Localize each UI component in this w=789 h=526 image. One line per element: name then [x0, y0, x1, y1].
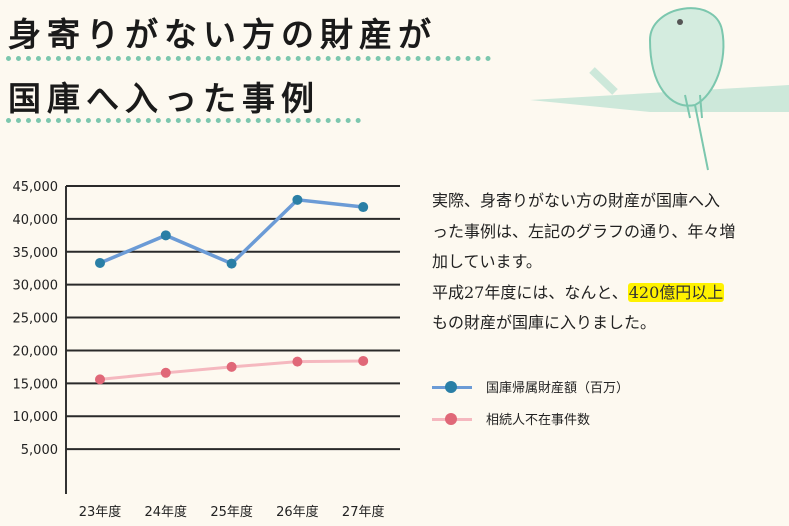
legend-item-cases: 相続人不在事件数 — [432, 409, 590, 428]
legend-label: 相続人不在事件数 — [486, 413, 591, 428]
y-tick-label: 15,000 — [13, 377, 59, 392]
data-point — [358, 355, 369, 366]
data-point — [358, 202, 369, 213]
x-tick-label: 23年度 — [79, 504, 122, 520]
data-point — [160, 230, 171, 241]
data-point — [292, 356, 303, 367]
data-point — [226, 258, 237, 269]
desc-line: 加しています。 — [432, 252, 542, 271]
y-tick-label: 35,000 — [13, 246, 59, 261]
series-line-1 — [99, 197, 364, 266]
y-tick-label: 20,000 — [13, 344, 59, 359]
title-line-2: 国庫へ入った事例 — [8, 79, 320, 118]
y-tick-label: 10,000 — [13, 410, 59, 425]
x-tick-label: 24年度 — [145, 504, 188, 520]
y-tick-label: 40,000 — [13, 213, 59, 228]
title-dotted-underline — [6, 56, 491, 61]
data-point — [160, 367, 171, 378]
desc-line: 実際、身寄りがない方の財産が国庫へ入 — [432, 191, 721, 210]
bird-illustration — [530, 7, 789, 171]
x-tick-label: 25年度 — [210, 504, 253, 520]
data-point — [95, 374, 105, 385]
y-tick-label: 30,000 — [13, 279, 59, 294]
line-chart: 5,000 10,000 15,000 20,000 25,000 30,000 35,00… — [13, 180, 400, 520]
legend-swatch-pink — [432, 412, 472, 426]
data-point — [292, 194, 303, 205]
legend-item-property: 国庫帰属財産額（百万） — [432, 377, 629, 396]
data-point — [226, 361, 237, 372]
x-tick-label: 27年度 — [342, 504, 385, 520]
y-tick-label: 5,000 — [21, 443, 58, 458]
highlight-amount: 420億円以上 — [627, 282, 725, 302]
x-tick-label: 26年度 — [276, 504, 319, 520]
desc-line: もの財産が国庫に入りました。 — [432, 313, 657, 332]
y-tick-label: 45,000 — [13, 180, 59, 195]
desc-line: 平成27年度には、なんと、420億円以上 — [432, 278, 789, 309]
legend-label: 国庫帰属財産額（百万） — [486, 381, 630, 396]
desc-text: 平成27年度には、なんと、 — [432, 282, 628, 302]
title-dotted-underline — [6, 118, 361, 123]
branch — [530, 85, 789, 112]
legend-swatch-blue — [432, 380, 472, 394]
title-line-1: 身寄りがない方の財産が — [8, 15, 437, 54]
data-point — [95, 257, 105, 268]
y-tick-label: 25,000 — [13, 312, 59, 327]
desc-line: った事例は、左記のグラフの通り、年々増 — [432, 221, 736, 241]
description-text: 実際、身寄りがない方の財産が国庫へ入 った事例は、左記のグラフの通り、年々増 加… — [432, 186, 789, 339]
